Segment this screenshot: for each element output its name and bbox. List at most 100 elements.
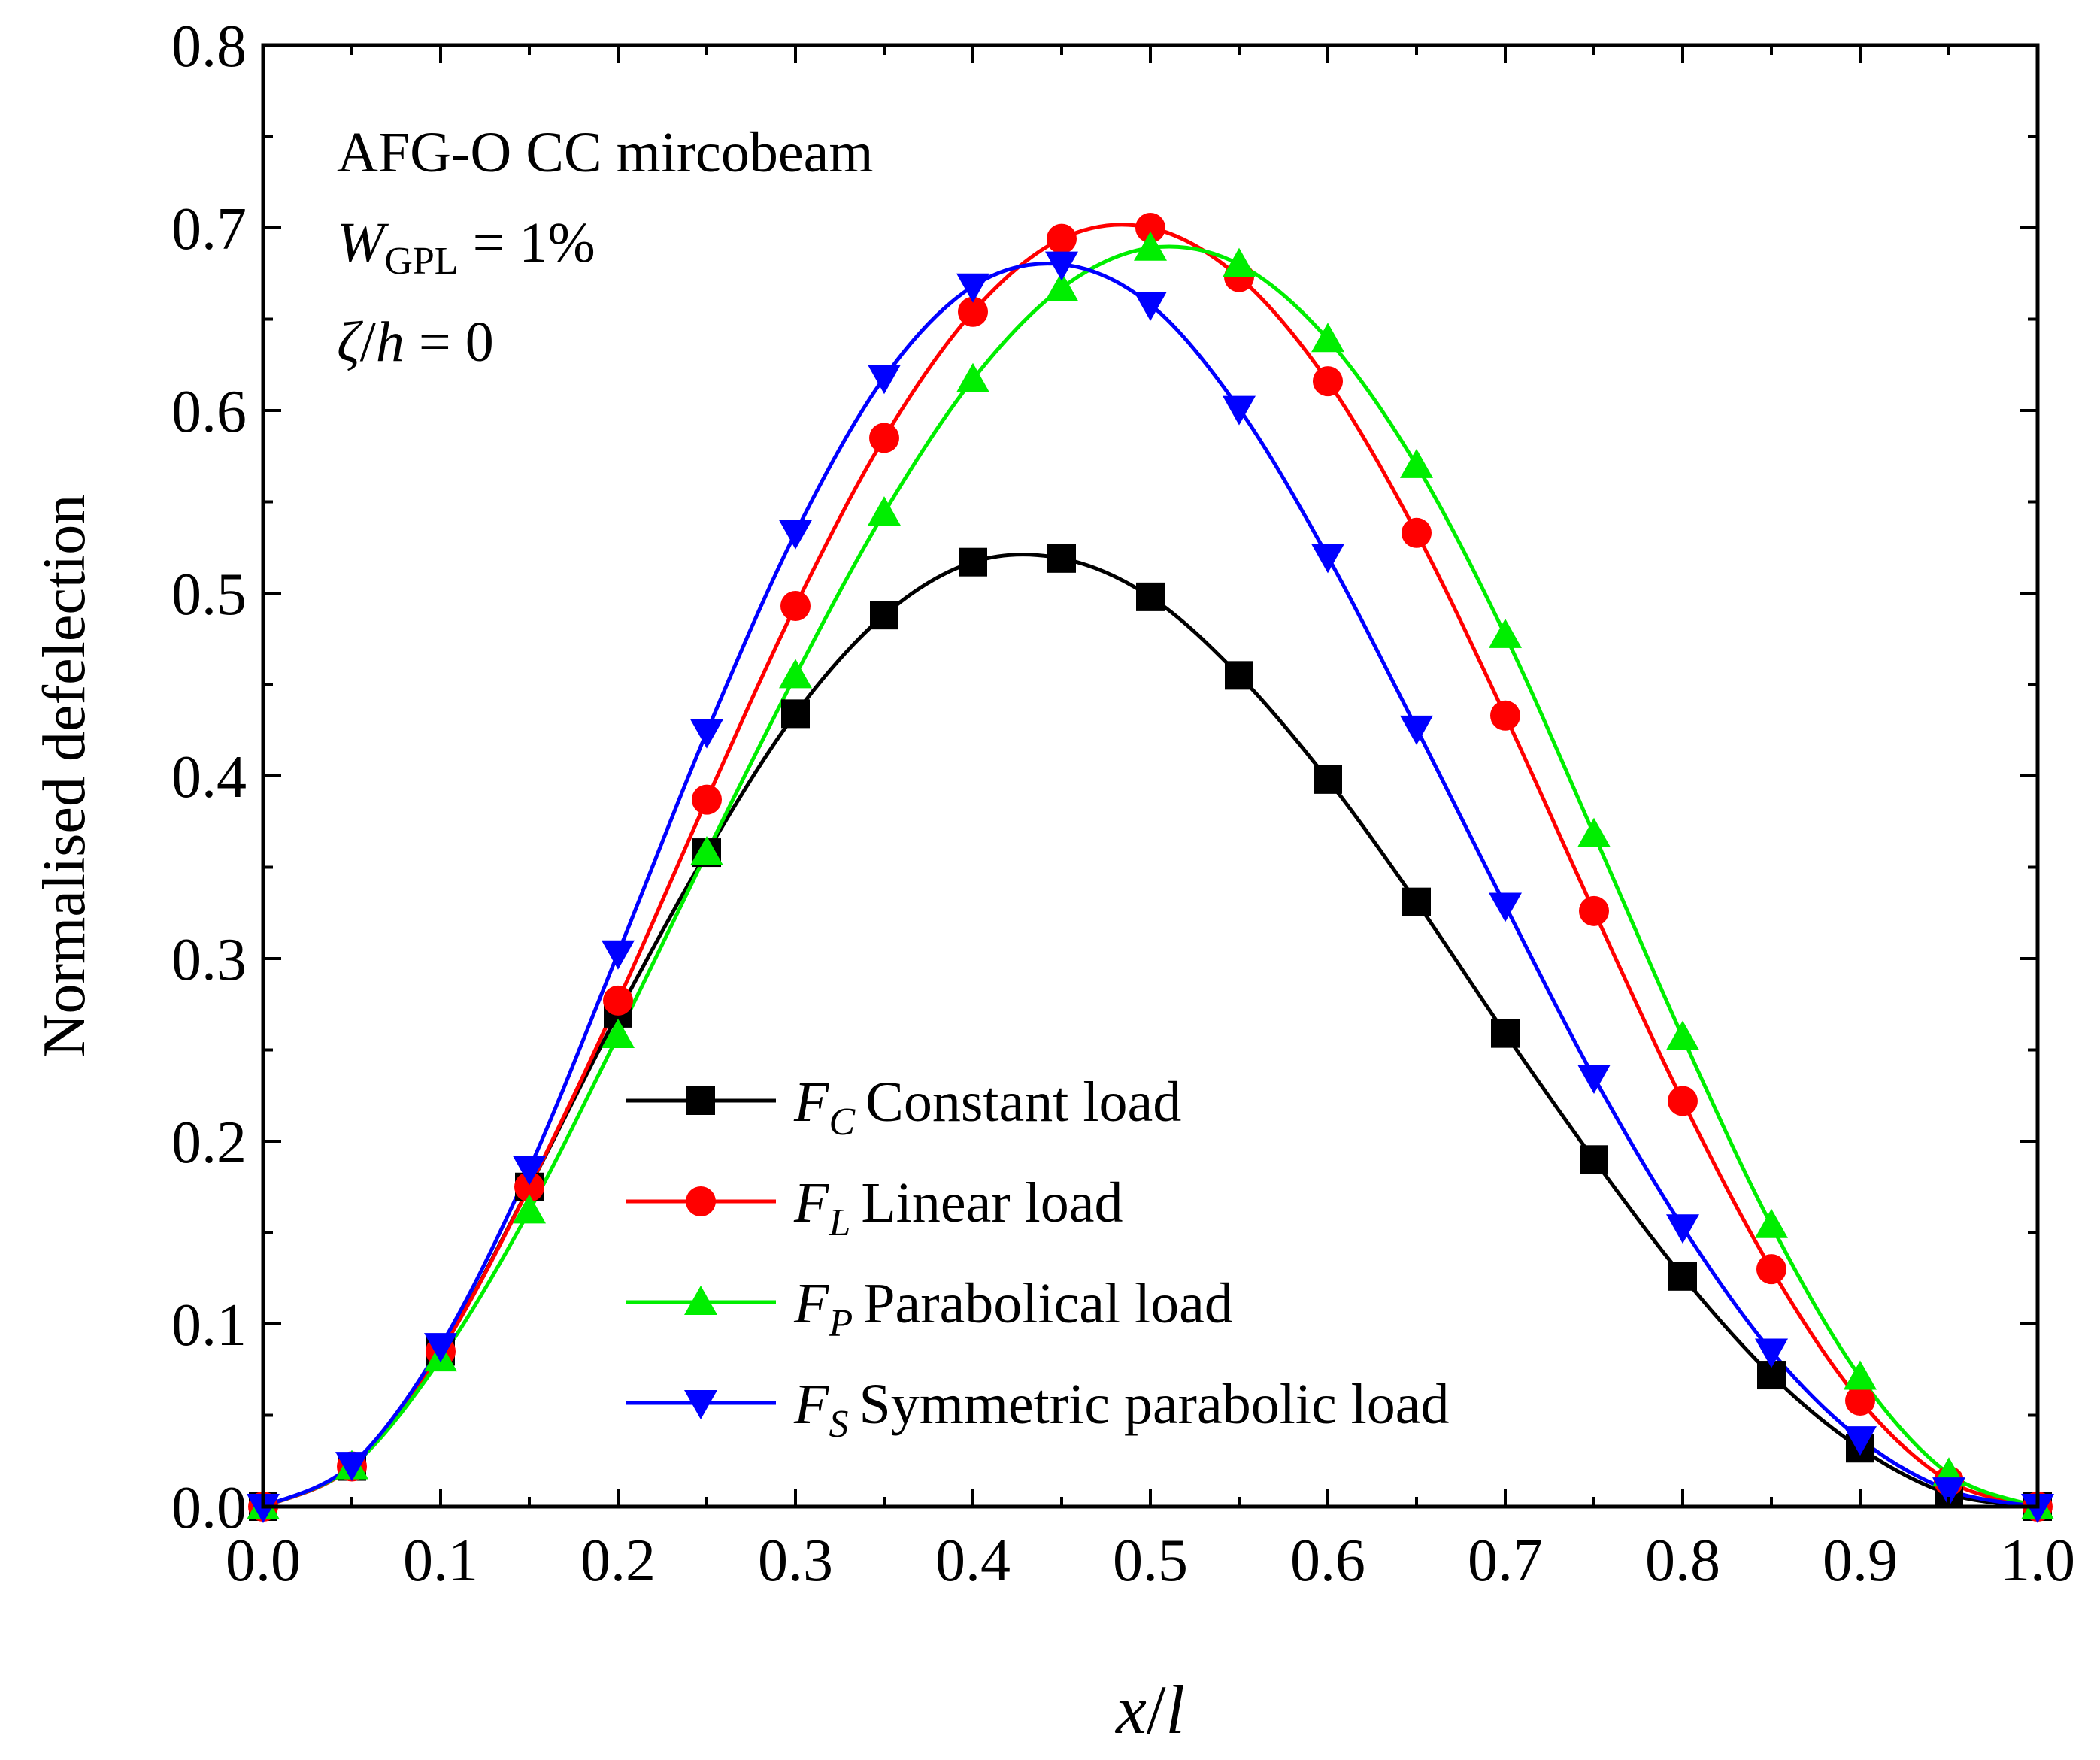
y-tick-label: 0.8 — [171, 14, 247, 80]
marker-parabolical-load — [602, 1019, 635, 1049]
marker-linear-load — [780, 591, 811, 622]
marker-linear-load — [1490, 700, 1520, 731]
legend-marker — [686, 1086, 715, 1115]
annotation-wgpl-subscript: GPL — [384, 240, 458, 283]
marker-constant-load — [870, 601, 898, 630]
legend-marker — [684, 1286, 717, 1315]
annotation-h-symbol: h — [376, 310, 405, 374]
marker-linear-load — [1313, 366, 1343, 397]
legend-subscript: L — [828, 1201, 850, 1244]
marker-symmetric-parabolic-load — [1223, 395, 1256, 426]
legend-text: Linear load — [861, 1171, 1123, 1234]
legend-item-constant-load: FC Constant load — [626, 1071, 1181, 1144]
x-tick-label: 0.7 — [1468, 1528, 1543, 1594]
marker-symmetric-parabolic-load — [1400, 715, 1433, 745]
marker-parabolical-load — [1400, 448, 1433, 478]
marker-parabolical-load — [956, 362, 989, 392]
x-tick-label: 0.6 — [1290, 1528, 1365, 1594]
x-tick-label: 0.1 — [403, 1528, 478, 1594]
marker-parabolical-load — [1844, 1360, 1877, 1390]
marker-constant-load — [1136, 582, 1165, 611]
marker-linear-load — [1756, 1254, 1786, 1285]
legend-label: FL Linear load — [793, 1171, 1123, 1244]
legend-symbol: F — [793, 1373, 830, 1436]
legend-symbol: F — [793, 1171, 830, 1234]
marker-linear-load — [958, 296, 988, 327]
marker-parabolical-load — [779, 659, 812, 689]
marker-symmetric-parabolic-load — [868, 365, 901, 395]
marker-constant-load — [1047, 544, 1076, 573]
legend-subscript: P — [828, 1302, 853, 1345]
x-tick-label: 0.5 — [1113, 1528, 1188, 1594]
x-axis-label: x/l — [1114, 1671, 1185, 1748]
marker-linear-load — [514, 1171, 544, 1202]
legend-marker — [684, 1390, 717, 1419]
y-tick-label: 0.5 — [171, 562, 247, 628]
x-tick-label: 0.0 — [226, 1528, 301, 1594]
marker-constant-load — [781, 699, 810, 729]
marker-constant-load — [1668, 1262, 1697, 1291]
legend-marker — [686, 1186, 716, 1216]
marker-linear-load — [1402, 517, 1432, 548]
legend-label: FP Parabolical load — [793, 1272, 1233, 1345]
marker-symmetric-parabolic-load — [1045, 251, 1078, 281]
legend-text: Constant load — [865, 1071, 1181, 1134]
legend-item-symmetric-parabolic-load: FS Symmetric parabolic load — [626, 1373, 1450, 1446]
x-tick-label: 0.8 — [1645, 1528, 1720, 1594]
x-axis-label-slash: / — [1147, 1671, 1166, 1748]
legend-text: Parabolical load — [863, 1272, 1233, 1335]
x-tick-label: 0.9 — [1823, 1528, 1898, 1594]
marker-symmetric-parabolic-load — [1755, 1338, 1788, 1368]
y-tick-label: 0.2 — [171, 1110, 247, 1176]
marker-linear-load — [1047, 223, 1077, 254]
marker-parabolical-load — [1311, 323, 1344, 353]
marker-parabolical-load — [513, 1194, 546, 1224]
marker-linear-load — [1668, 1086, 1698, 1116]
marker-linear-load — [1135, 213, 1165, 243]
marker-constant-load — [1225, 661, 1253, 690]
annotation-beam-type: AFG-O CC mircobeam — [337, 121, 873, 184]
legend-item-parabolical-load: FP Parabolical load — [626, 1272, 1233, 1345]
ticks-layer — [262, 44, 2039, 1508]
annotation-wgpl-symbol: W — [337, 211, 389, 274]
marker-linear-load — [603, 985, 633, 1016]
marker-symmetric-parabolic-load — [424, 1333, 457, 1363]
marker-symmetric-parabolic-load — [602, 940, 635, 970]
marker-linear-load — [1579, 895, 1609, 926]
marker-linear-load — [692, 784, 722, 815]
marker-symmetric-parabolic-load — [1844, 1426, 1877, 1456]
annotation-zeta-slash: / — [360, 310, 377, 374]
marker-constant-load — [1580, 1145, 1608, 1174]
marker-symmetric-parabolic-load — [1666, 1214, 1699, 1244]
x-tick-label: 0.2 — [580, 1528, 656, 1594]
marker-symmetric-parabolic-load — [1311, 544, 1344, 574]
marker-symmetric-parabolic-load — [1134, 292, 1167, 322]
marker-parabolical-load — [1045, 271, 1078, 301]
annotation-zeta-value: = 0 — [405, 310, 494, 374]
marker-constant-load — [1314, 765, 1342, 794]
marker-parabolical-load — [1223, 247, 1256, 277]
marker-linear-load — [1845, 1386, 1875, 1416]
y-tick-label: 0.4 — [171, 744, 247, 810]
x-axis-label-l: l — [1165, 1671, 1185, 1748]
x-tick-label: 0.4 — [935, 1528, 1011, 1594]
marker-parabolical-load — [1489, 618, 1522, 648]
marker-parabolical-load — [1666, 1020, 1699, 1050]
tick-labels-layer: 0.0 0.1 0.2 0.3 0.4 0.5 0.6 0.7 0.8 0.9 1.0 0.0 0.1 0… — [171, 14, 2075, 1594]
y-axis-label: Normalised defelection — [32, 495, 98, 1058]
marker-symmetric-parabolic-load — [779, 520, 812, 550]
marker-symmetric-parabolic-load — [1577, 1064, 1611, 1094]
legend-symbol: F — [793, 1272, 830, 1335]
legend-item-linear-load: FL Linear load — [626, 1171, 1123, 1244]
annotation-zeta-symbol: ζ — [337, 310, 364, 374]
y-tick-label: 0.6 — [171, 379, 247, 445]
x-tick-label: 1.0 — [2000, 1528, 2075, 1594]
marker-symmetric-parabolic-load — [513, 1156, 546, 1186]
marker-symmetric-parabolic-load — [1489, 892, 1522, 922]
marker-parabolical-load — [868, 496, 901, 526]
marker-constant-load — [1491, 1019, 1520, 1048]
y-tick-label: 0.0 — [171, 1475, 247, 1541]
